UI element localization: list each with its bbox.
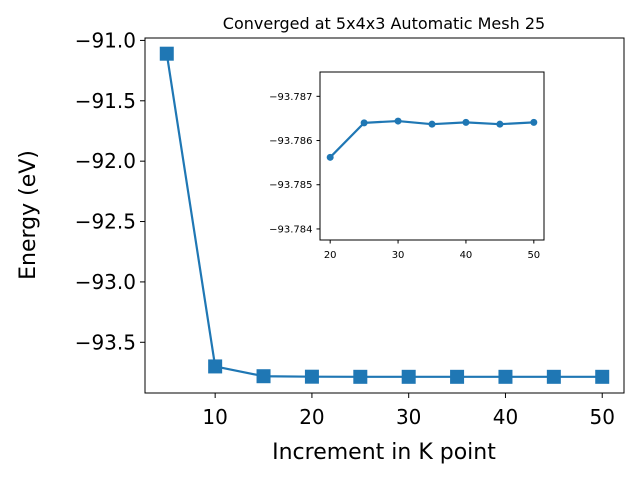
main-x-tick-label: 30 — [396, 405, 421, 429]
main-data-point — [208, 359, 223, 374]
inset-x-tick-label: 20 — [324, 250, 337, 261]
inset-data-point — [496, 120, 504, 128]
main-data-point — [304, 369, 319, 384]
inset-data-point — [394, 117, 402, 125]
main-plot-frame — [144, 37, 625, 394]
main-plot: 10 20 30 40 50 −91.0 −91.5 −92.0 −92.5 −93.0 −93.… — [16, 14, 625, 465]
main-data-point — [546, 369, 561, 384]
main-y-tick-label: −91.5 — [75, 89, 136, 113]
inset-x-tick-label: 40 — [460, 250, 473, 261]
inset-y-axis: −93.787 −93.786 −93.785 −93.784 — [269, 92, 320, 235]
inset-y-tick-label: −93.786 — [269, 136, 312, 147]
main-x-axis: 10 20 30 40 50 — [202, 393, 615, 429]
chart-title: Converged at 5x4x3 Automatic Mesh 25 — [223, 14, 545, 33]
main-x-tick-label: 40 — [493, 405, 518, 429]
inset-plot-frame — [319, 71, 545, 241]
inset-x-axis: 20 30 40 50 — [324, 240, 540, 261]
inset-y-tick-label: −93.784 — [269, 224, 312, 235]
main-y-tick-label: −93.0 — [75, 270, 136, 294]
main-series-line — [165, 53, 603, 378]
main-data-point — [595, 369, 610, 384]
main-data-point — [256, 369, 271, 384]
inset-data-point — [530, 118, 538, 126]
inset-data-point — [360, 119, 368, 127]
inset-x-tick-label: 50 — [527, 250, 540, 261]
x-axis-label: Increment in K point — [272, 440, 496, 465]
y-axis-label: Energy (eV) — [16, 150, 41, 280]
main-y-tick-label: −92.5 — [75, 210, 136, 234]
inset-data-point — [462, 118, 470, 126]
inset-y-tick-label: −93.787 — [269, 92, 312, 103]
inset-plot: 20 30 40 50 −93.787 −93.786 −93.785 −93.784 — [269, 71, 545, 261]
main-x-tick-label: 20 — [299, 405, 324, 429]
main-series — [159, 46, 610, 384]
main-x-tick-label: 50 — [590, 405, 615, 429]
main-y-tick-label: −91.0 — [75, 28, 136, 52]
main-y-tick-label: −92.0 — [75, 149, 136, 173]
main-x-tick-label: 10 — [202, 405, 227, 429]
main-data-point — [450, 369, 465, 384]
inset-data-point — [326, 153, 334, 161]
inset-series — [326, 117, 538, 161]
inset-x-tick-label: 30 — [392, 250, 405, 261]
main-data-point — [401, 369, 416, 384]
main-data-point — [353, 369, 368, 384]
main-data-point — [498, 369, 513, 384]
inset-y-tick-label: −93.785 — [269, 180, 312, 191]
inset-data-point — [428, 120, 436, 128]
main-data-point — [159, 46, 174, 61]
main-y-tick-label: −93.5 — [75, 330, 136, 354]
main-y-axis: −91.0 −91.5 −92.0 −92.5 −93.0 −93.5 — [75, 28, 145, 354]
